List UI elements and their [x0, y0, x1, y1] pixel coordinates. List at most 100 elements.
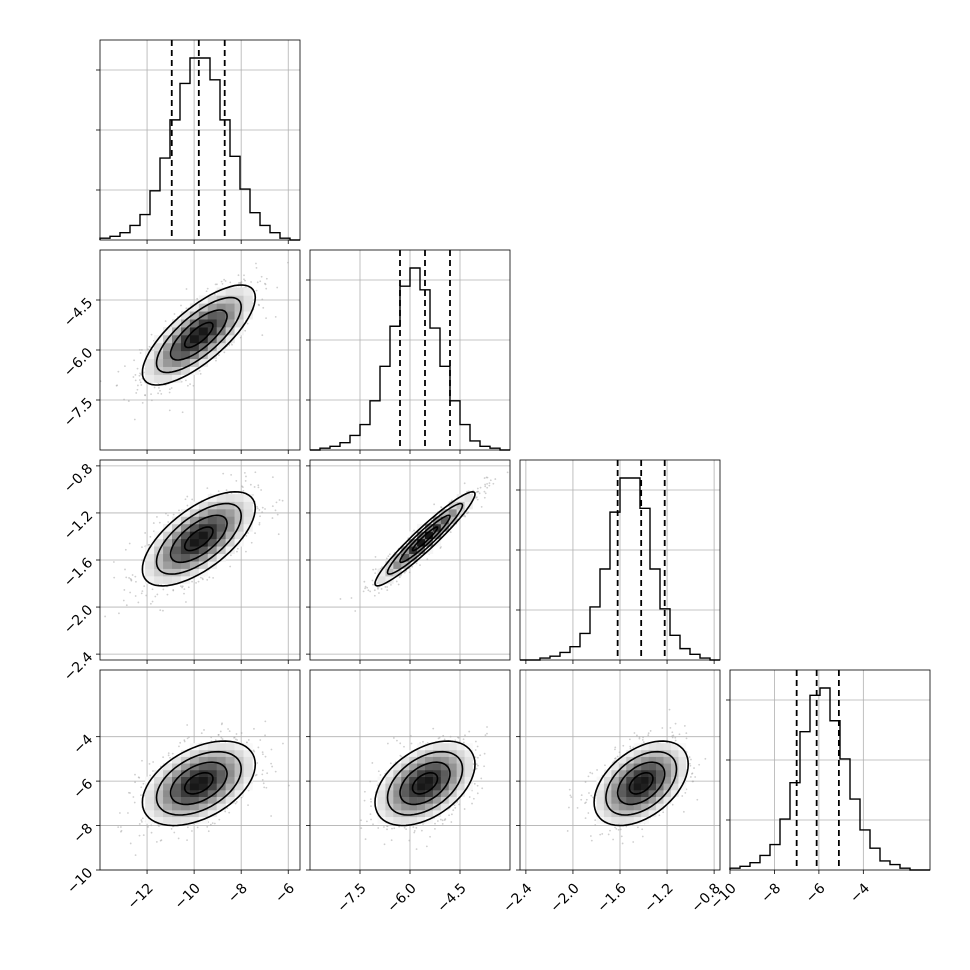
scatter-point [265, 317, 267, 320]
histogram-2 [520, 477, 720, 661]
density-cell [207, 790, 218, 798]
density-cell [440, 509, 450, 517]
scatter-point [415, 562, 418, 565]
scatter-point [234, 802, 237, 805]
scatter-point [389, 762, 392, 765]
scatter-point [369, 590, 372, 593]
scatter-point [133, 418, 136, 421]
scatter-point [152, 522, 155, 524]
density-cell [163, 769, 173, 777]
scatter-point [262, 782, 265, 785]
scatter-point [239, 336, 242, 339]
density-cell [198, 783, 209, 791]
scatter-point [177, 837, 180, 840]
density-cell [393, 776, 402, 784]
density-cell [216, 494, 226, 502]
density-cell [154, 553, 164, 562]
scatter-point [237, 274, 240, 277]
density-cell [216, 803, 226, 811]
panel-3-1 [360, 726, 488, 850]
density-cell [216, 538, 226, 547]
density-cell [377, 790, 386, 798]
scatter-point [160, 392, 163, 395]
density-cell [172, 769, 182, 777]
scatter-point [138, 379, 141, 381]
scatter-point [249, 483, 252, 486]
scatter-point [271, 476, 274, 479]
scatter-point [483, 496, 486, 499]
density-cell [225, 769, 235, 777]
density-cell [385, 816, 394, 824]
scatter-point [452, 809, 455, 812]
scatter-point [199, 372, 202, 375]
density-cell [234, 501, 244, 510]
density-cell [189, 803, 200, 811]
scatter-point [443, 819, 446, 821]
scatter-point [142, 834, 145, 837]
density-cell [180, 553, 191, 562]
density-cell [180, 358, 191, 367]
density-cell [401, 769, 410, 777]
scatter-point [476, 792, 479, 795]
density-cell [198, 342, 209, 352]
scatter-point [412, 826, 415, 829]
density-cell [189, 776, 200, 784]
scatter-point [229, 281, 232, 284]
density-cell [234, 749, 244, 757]
density-cell [243, 494, 253, 502]
scatter-point [261, 506, 264, 509]
density-cell [163, 796, 173, 804]
density-cell [216, 523, 226, 532]
scatter-point [173, 313, 176, 315]
scatter-point [120, 830, 122, 833]
scatter-point [115, 384, 118, 387]
scatter-point [135, 392, 138, 394]
density-cell [207, 763, 218, 771]
scatter-point [228, 344, 231, 346]
scatter-point [372, 568, 375, 571]
density-cell [172, 756, 182, 764]
density-cell [243, 776, 253, 784]
density-cell [180, 816, 191, 824]
scatter-point [360, 819, 362, 822]
density-cell [198, 546, 209, 555]
density-cell [216, 756, 226, 764]
density-cell [180, 531, 191, 540]
scatter-point [373, 594, 376, 597]
density-cell [385, 776, 394, 784]
scatter-point [369, 813, 372, 816]
scatter-point [449, 735, 452, 738]
density-cell [234, 516, 244, 525]
scatter-point [139, 381, 142, 384]
scatter-point [223, 278, 226, 281]
scatter-point [287, 784, 290, 787]
density-cell [207, 743, 218, 751]
density-cell [464, 501, 473, 510]
scatter-point [476, 498, 479, 501]
scatter-point [476, 487, 479, 490]
scatter-point [398, 825, 401, 828]
density-cell [409, 810, 418, 818]
scatter-point [471, 802, 473, 805]
scatter-point [167, 752, 170, 754]
density-cell [172, 553, 182, 562]
scatter-point [261, 773, 264, 776]
scatter-point [478, 492, 481, 495]
scatter-point [255, 266, 258, 269]
density-cell [216, 342, 226, 352]
scatter-point [189, 383, 191, 386]
density-cell [180, 335, 191, 344]
density-cell [163, 538, 173, 547]
scatter-point [259, 515, 261, 518]
density-cell [207, 516, 218, 525]
scatter-point [246, 741, 248, 744]
density-cell [234, 509, 244, 517]
density-cell [225, 303, 235, 312]
scatter-point [256, 762, 259, 764]
scatter-point [282, 742, 284, 745]
scatter-point [413, 829, 416, 832]
density-cell [216, 287, 226, 296]
scatter-point [363, 799, 366, 802]
density-cell [163, 568, 173, 577]
density-cell [234, 303, 244, 312]
